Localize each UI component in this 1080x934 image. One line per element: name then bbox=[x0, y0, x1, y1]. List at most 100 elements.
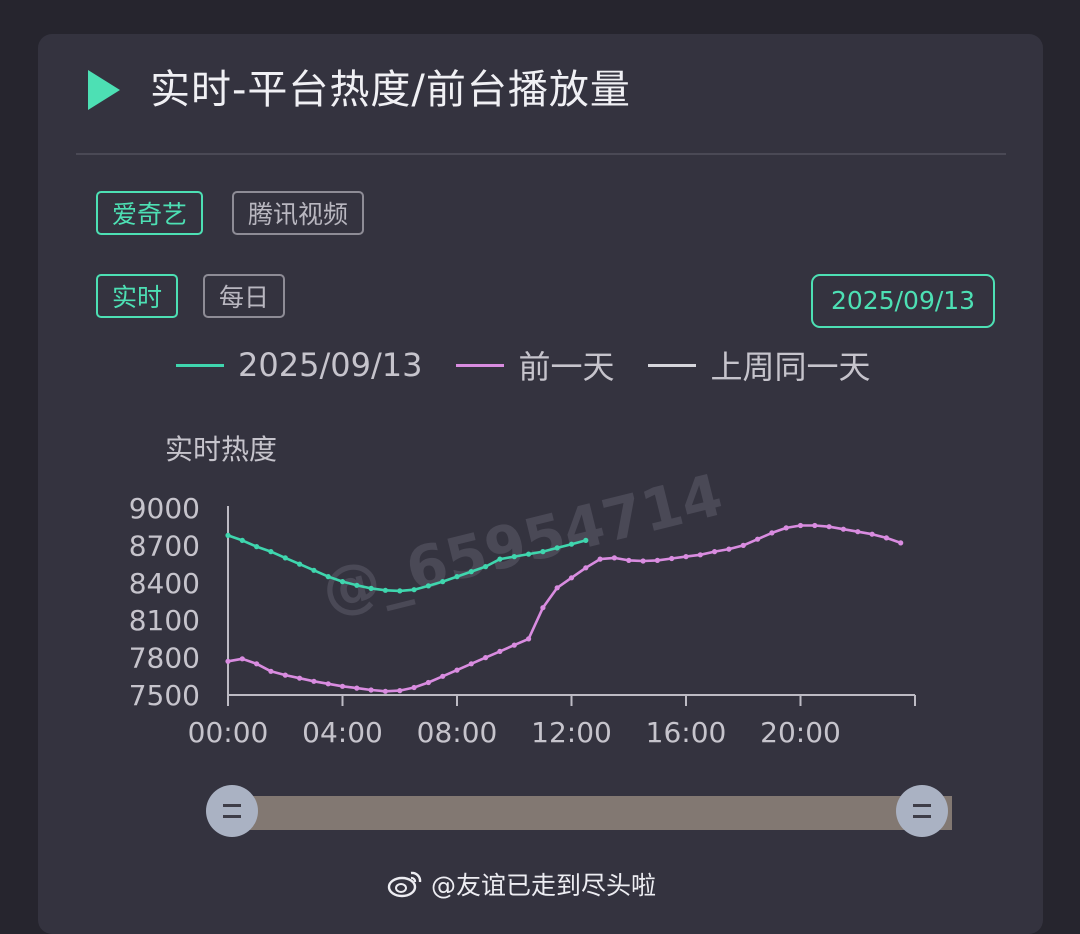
zoom-slider-handle-right-grip bbox=[913, 804, 931, 807]
data-point bbox=[454, 667, 460, 673]
data-point bbox=[339, 579, 346, 585]
data-point bbox=[497, 556, 503, 562]
data-point bbox=[382, 587, 388, 593]
data-point bbox=[669, 555, 675, 562]
data-point bbox=[583, 537, 589, 543]
data-point bbox=[454, 574, 460, 580]
y-tick-label: 8400 bbox=[129, 567, 200, 600]
data-point bbox=[740, 542, 746, 548]
tab-realtime[interactable]: 实时 bbox=[96, 274, 179, 318]
x-tick-label: 04:00 bbox=[302, 716, 383, 749]
data-point bbox=[869, 531, 875, 537]
header-divider bbox=[76, 153, 1006, 155]
data-point bbox=[855, 529, 861, 535]
data-point bbox=[311, 678, 317, 684]
data-point bbox=[468, 661, 474, 667]
play-icon bbox=[88, 70, 120, 110]
data-point bbox=[425, 679, 431, 686]
data-point bbox=[440, 579, 446, 585]
data-point bbox=[511, 554, 517, 560]
data-point bbox=[425, 583, 431, 589]
data-point bbox=[483, 564, 489, 570]
data-point bbox=[268, 549, 274, 555]
data-point bbox=[769, 530, 775, 536]
data-point bbox=[597, 556, 603, 562]
data-point bbox=[783, 525, 789, 531]
zoom-slider-handle-left[interactable] bbox=[206, 785, 258, 837]
legend-swatch-today bbox=[176, 363, 224, 367]
weibo-icon bbox=[387, 871, 422, 898]
footer-attribution: @友谊已走到尽头啦 bbox=[387, 866, 656, 902]
data-point bbox=[354, 685, 360, 691]
data-point bbox=[654, 557, 661, 564]
data-point bbox=[797, 522, 804, 529]
zoom-slider-handle-right[interactable] bbox=[896, 785, 948, 837]
data-point bbox=[812, 522, 818, 529]
data-point bbox=[239, 537, 245, 543]
y-tick-label: 8700 bbox=[129, 529, 200, 562]
data-point bbox=[440, 673, 446, 679]
zoom-slider-handle-right-grip bbox=[913, 815, 931, 818]
data-point bbox=[526, 551, 532, 557]
tab-daily[interactable]: 每日 bbox=[203, 274, 286, 318]
tab-tencent-video[interactable]: 腾讯视频 bbox=[232, 191, 365, 235]
data-point bbox=[382, 688, 388, 694]
data-point bbox=[225, 532, 231, 538]
legend-label-yesterday: 前一天 bbox=[518, 348, 615, 386]
data-point bbox=[568, 541, 575, 547]
data-point bbox=[468, 569, 474, 575]
data-point bbox=[282, 672, 288, 678]
zoom-slider-track[interactable] bbox=[230, 796, 952, 830]
data-point bbox=[497, 648, 503, 655]
data-point bbox=[411, 587, 417, 593]
data-point bbox=[368, 585, 374, 592]
data-point bbox=[540, 549, 546, 555]
data-point bbox=[239, 656, 245, 662]
chart-card: 实时-平台热度/前台播放量 爱奇艺 腾讯视频 实时 每日 2025/09/13 … bbox=[38, 34, 1043, 934]
data-point bbox=[626, 557, 632, 564]
data-point bbox=[368, 687, 374, 693]
data-point bbox=[339, 683, 346, 689]
legend-swatch-yesterday bbox=[456, 363, 505, 367]
y-tick-label: 7800 bbox=[129, 642, 200, 675]
legend-item-today[interactable]: 2025/09/13 bbox=[176, 346, 422, 384]
data-point bbox=[554, 585, 560, 591]
x-tick-label: 12:00 bbox=[531, 716, 612, 749]
data-point bbox=[726, 546, 732, 552]
x-tick-label: 08:00 bbox=[417, 716, 498, 749]
legend-swatch-last-week bbox=[648, 363, 697, 367]
x-tick-label: 20:00 bbox=[760, 716, 841, 749]
line-chart: @_65954714 实时热度 9000 8700 8400 8100 7800 7500… bbox=[129, 433, 952, 837]
data-point bbox=[297, 561, 303, 567]
zoom-slider-handle-left-grip bbox=[223, 804, 241, 807]
legend-item-yesterday[interactable]: 前一天 bbox=[456, 342, 614, 388]
y-tick-label: 8100 bbox=[129, 604, 200, 637]
data-point bbox=[483, 655, 489, 661]
data-point bbox=[297, 675, 303, 681]
data-point bbox=[611, 555, 618, 561]
legend-label-today: 2025/09/13 bbox=[238, 346, 423, 384]
footer-text: @友谊已走到尽头啦 bbox=[431, 871, 657, 900]
data-point bbox=[826, 524, 832, 530]
data-point bbox=[898, 540, 904, 546]
tab-iqiyi[interactable]: 爱奇艺 bbox=[96, 191, 204, 235]
data-point bbox=[354, 582, 360, 588]
data-point bbox=[282, 555, 288, 561]
data-point bbox=[411, 684, 417, 691]
card-title: 实时-平台热度/前台播放量 bbox=[150, 67, 631, 113]
x-tick-label: 00:00 bbox=[188, 716, 269, 749]
data-point bbox=[311, 567, 317, 573]
legend-item-last-week[interactable]: 上周同一天 bbox=[648, 342, 870, 388]
data-point bbox=[712, 549, 718, 555]
data-point bbox=[511, 642, 517, 648]
date-picker-button[interactable]: 2025/09/13 bbox=[811, 274, 996, 328]
data-point bbox=[840, 526, 847, 532]
card-header: 实时-平台热度/前台播放量 bbox=[38, 34, 1043, 154]
data-point bbox=[540, 605, 546, 611]
x-tick-label: 16:00 bbox=[646, 716, 727, 749]
data-point bbox=[640, 558, 646, 564]
data-point bbox=[883, 535, 890, 541]
y-tick-label: 7500 bbox=[129, 679, 200, 712]
chart-legend: 2025/09/13 前一天 上周同一天 bbox=[176, 340, 904, 390]
data-point bbox=[325, 681, 331, 687]
